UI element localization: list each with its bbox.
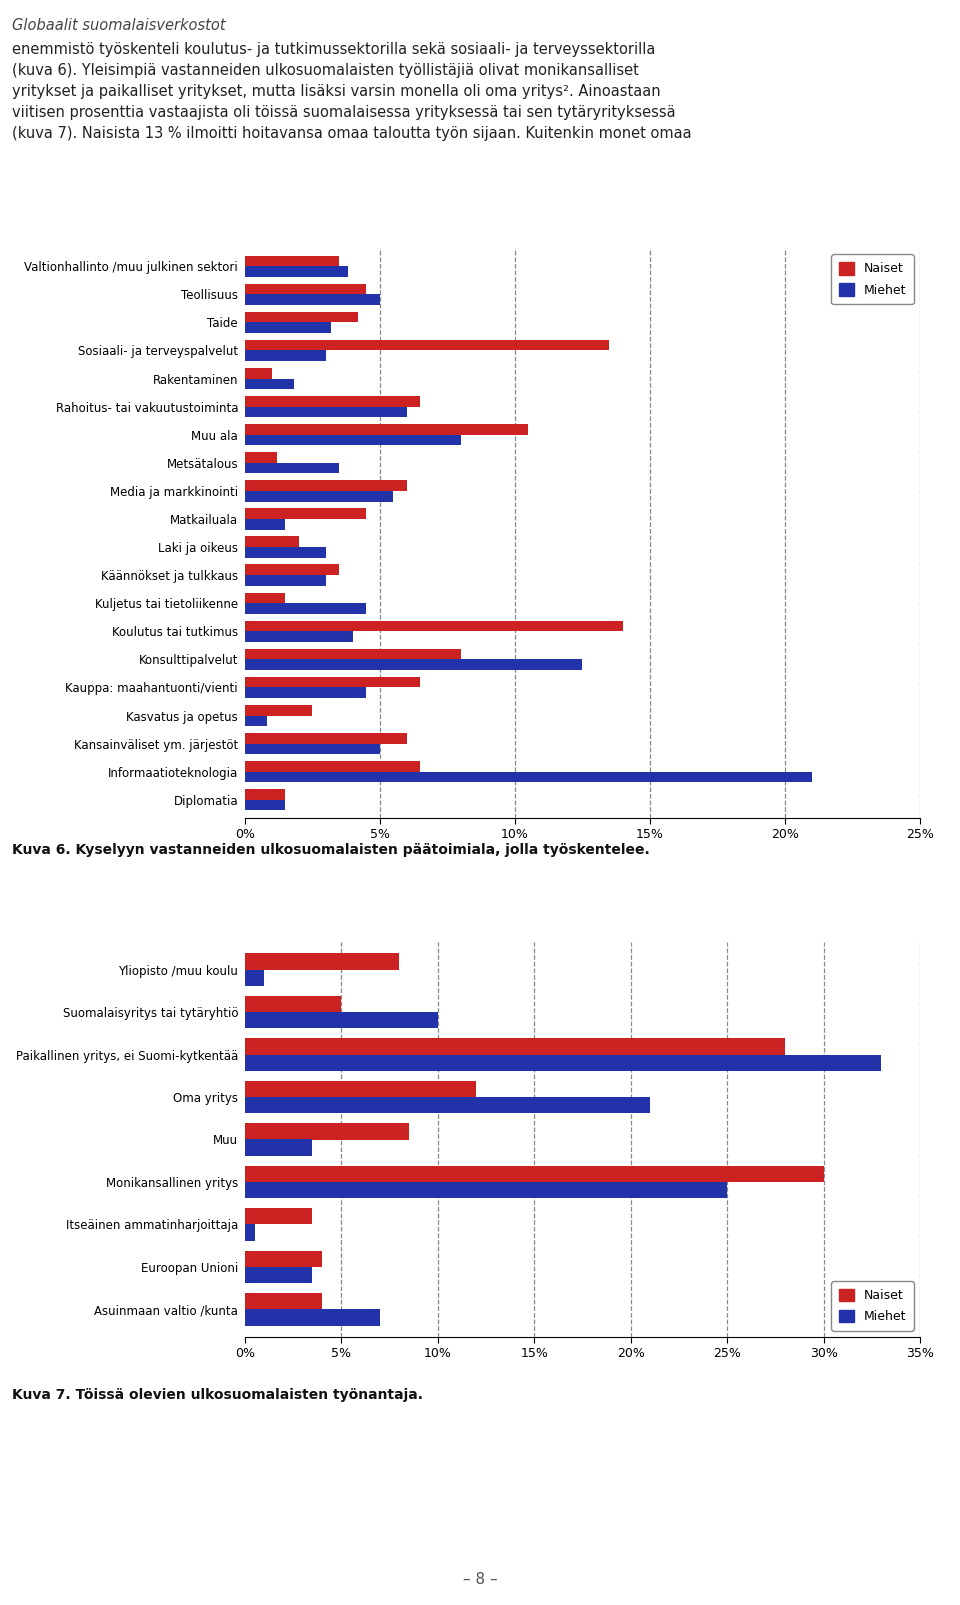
Bar bbox=[245, 565, 340, 575]
Bar bbox=[245, 575, 326, 586]
Bar bbox=[245, 790, 285, 799]
Bar bbox=[245, 294, 380, 305]
Bar bbox=[245, 1013, 438, 1029]
Text: – 8 –: – 8 – bbox=[463, 1571, 497, 1586]
Text: Kuva 6. Kyselyyn vastanneiden ulkosuomalaisten päätoimiala, jolla työskentelee.: Kuva 6. Kyselyyn vastanneiden ulkosuomal… bbox=[12, 843, 650, 857]
Bar bbox=[245, 733, 407, 743]
Bar bbox=[245, 311, 358, 323]
Bar bbox=[245, 480, 407, 491]
Bar bbox=[245, 687, 367, 698]
Bar bbox=[245, 406, 407, 417]
Bar bbox=[245, 1054, 881, 1071]
Text: (kuva 6). Yleisimpiä vastanneiden ulkosuomalaisten työllistäjiä olivat monikansa: (kuva 6). Yleisimpiä vastanneiden ulkosu… bbox=[12, 63, 638, 79]
Bar bbox=[245, 518, 285, 530]
Legend: Naiset, Miehet: Naiset, Miehet bbox=[831, 254, 914, 303]
Bar bbox=[245, 1250, 323, 1266]
Bar bbox=[245, 660, 583, 669]
Bar bbox=[245, 631, 353, 642]
Text: viitisen prosenttia vastaajista oli töissä suomalaisessa yrityksessä tai sen tyt: viitisen prosenttia vastaajista oli töis… bbox=[12, 104, 676, 120]
Text: Globaalit suomalaisverkostot: Globaalit suomalaisverkostot bbox=[12, 18, 226, 34]
Bar bbox=[245, 1098, 650, 1114]
Text: (kuva 7). Naisista 13 % ilmoitti hoitavansa omaa taloutta työn sijaan. Kuitenkin: (kuva 7). Naisista 13 % ilmoitti hoitava… bbox=[12, 127, 691, 141]
Bar bbox=[245, 1124, 409, 1140]
Bar bbox=[245, 592, 285, 603]
Bar bbox=[245, 743, 380, 754]
Bar bbox=[245, 379, 294, 390]
Bar bbox=[245, 424, 529, 435]
Bar bbox=[245, 284, 367, 294]
Bar bbox=[245, 453, 277, 462]
Bar bbox=[245, 621, 623, 631]
Bar bbox=[245, 1080, 476, 1098]
Bar bbox=[245, 1181, 727, 1197]
Text: yritykset ja paikalliset yritykset, mutta lisäksi varsin monella oli oma yritys²: yritykset ja paikalliset yritykset, mutt… bbox=[12, 83, 660, 100]
Bar bbox=[245, 323, 331, 334]
Bar bbox=[245, 340, 610, 350]
Bar bbox=[245, 1209, 313, 1225]
Bar bbox=[245, 435, 461, 446]
Bar bbox=[245, 603, 367, 613]
Bar bbox=[245, 772, 812, 782]
Bar bbox=[245, 761, 420, 772]
Bar bbox=[245, 368, 272, 379]
Bar bbox=[245, 491, 394, 501]
Bar bbox=[245, 1165, 824, 1181]
Bar bbox=[245, 648, 461, 660]
Bar bbox=[245, 1310, 380, 1326]
Bar bbox=[245, 997, 342, 1013]
Bar bbox=[245, 677, 420, 687]
Bar bbox=[245, 1140, 313, 1156]
Bar bbox=[245, 1294, 323, 1310]
Bar bbox=[245, 705, 313, 716]
Bar bbox=[245, 509, 367, 518]
Bar bbox=[245, 969, 264, 985]
Bar bbox=[245, 547, 326, 557]
Bar bbox=[245, 536, 299, 547]
Bar bbox=[245, 396, 420, 406]
Text: enemmistö työskenteli koulutus- ja tutkimussektorilla sekä sosiaali- ja terveyss: enemmistö työskenteli koulutus- ja tutki… bbox=[12, 42, 656, 58]
Bar bbox=[245, 1225, 254, 1241]
Bar bbox=[245, 953, 399, 969]
Bar bbox=[245, 255, 340, 266]
Bar bbox=[245, 716, 267, 725]
Bar bbox=[245, 266, 348, 278]
Bar bbox=[245, 1266, 313, 1282]
Bar bbox=[245, 799, 285, 811]
Bar bbox=[245, 462, 340, 473]
Legend: Naiset, Miehet: Naiset, Miehet bbox=[831, 1281, 914, 1331]
Bar bbox=[245, 350, 326, 361]
Text: Kuva 7. Töissä olevien ulkosuomalaisten työnantaja.: Kuva 7. Töissä olevien ulkosuomalaisten … bbox=[12, 1388, 423, 1403]
Bar bbox=[245, 1038, 785, 1054]
